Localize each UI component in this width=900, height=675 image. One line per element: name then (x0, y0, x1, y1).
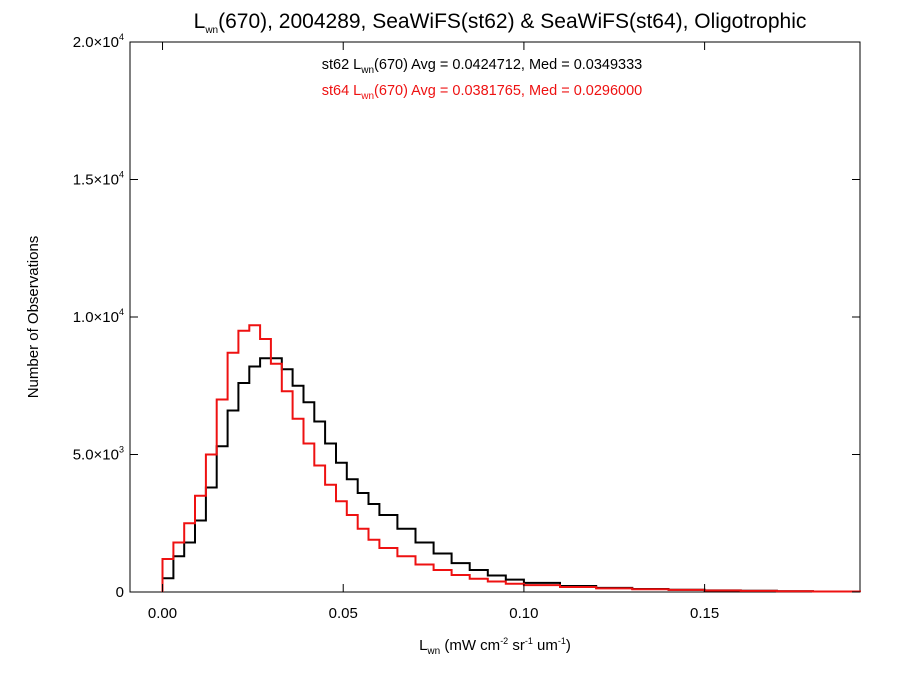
series-layer (161, 324, 861, 593)
plot-frame (129, 41, 861, 593)
annotation-st62-sub: wn (360, 65, 374, 76)
title-rest: (670), 2004289, SeaWiFS(st62) & SeaWiFS(… (218, 10, 806, 33)
y-tick-label: 1.5×104 (73, 170, 124, 189)
annotation-st64-sub: wn (360, 91, 374, 102)
series-line-st62 (161, 357, 861, 593)
y-tick-label: 0 (116, 584, 124, 601)
y-axis-label: Number of Observations (25, 236, 42, 399)
title-sub: wn (204, 25, 218, 36)
annotation-st64: st64 Lwn(670) Avg = 0.0381765, Med = 0.0… (322, 83, 643, 102)
x-tick-label: 0.15 (690, 605, 719, 622)
annotation-st62-post: (670) Avg = 0.0424712, Med = 0.0349333 (374, 57, 642, 73)
x-axis-label: Lwn (mW cm-2 sr-1 um-1) (419, 636, 571, 657)
chart-title: Lwn(670), 2004289, SeaWiFS(st62) & SeaWi… (194, 10, 807, 36)
x-tick-label: 0.10 (509, 605, 538, 622)
annotation-st62: st62 Lwn(670) Avg = 0.0424712, Med = 0.0… (322, 57, 643, 76)
y-tick-label: 5.0×103 (73, 445, 124, 464)
annotation-st64-post: (670) Avg = 0.0381765, Med = 0.0296000 (374, 83, 642, 99)
annotation-st62-pre: st62 L (322, 57, 362, 73)
tick-layer: 0.00 0.05 0.10 0.15 0 5.0×103 1.0×104 1.5×104 2.… (73, 32, 860, 622)
y-tick-label: 1.0×104 (73, 307, 124, 326)
series-line-st64 (161, 324, 861, 593)
annotation-st64-pre: st64 L (322, 83, 362, 99)
title-base: L (194, 10, 206, 33)
y-tick-label: 2.0×104 (73, 32, 124, 51)
x-tick-label: 0.05 (329, 605, 358, 622)
x-tick-label: 0.00 (148, 605, 177, 622)
